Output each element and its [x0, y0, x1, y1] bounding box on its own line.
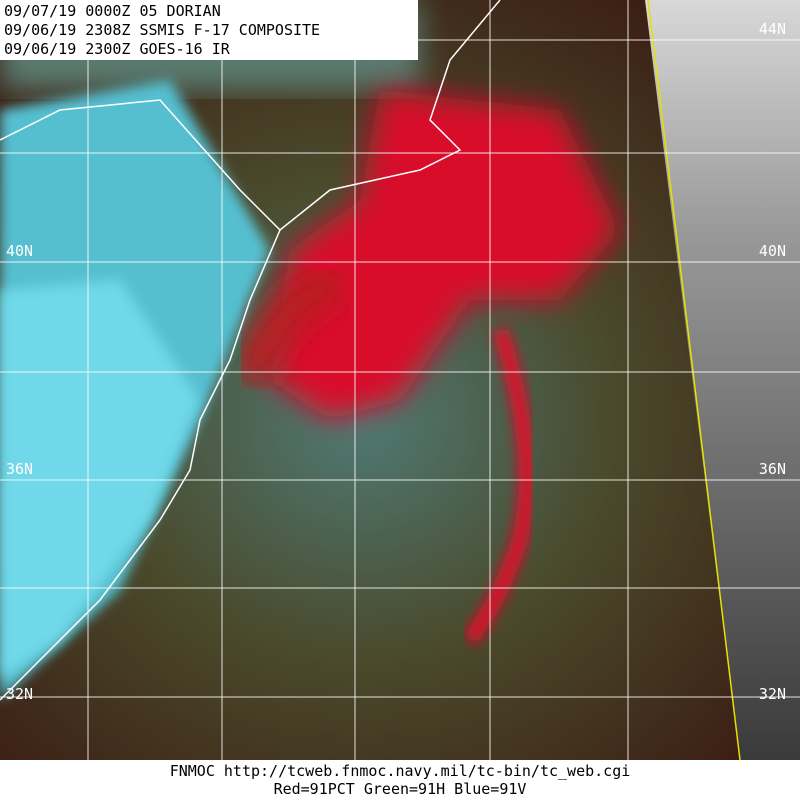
footer-line: FNMOC http://tcweb.fnmoc.navy.mil/tc-bin…: [170, 762, 631, 780]
header-box: [0, 0, 418, 60]
imagery: [0, 0, 800, 761]
header-line: 09/07/19 0000Z 05 DORIAN: [4, 2, 221, 20]
lat-label: 40N: [759, 242, 786, 260]
lat-label: 44N: [759, 20, 786, 38]
lat-lon-grid: [0, 0, 800, 760]
lat-label: 36N: [6, 460, 33, 478]
footer-box: [0, 760, 800, 800]
lat-label: 36N: [759, 460, 786, 478]
lat-label: 32N: [6, 685, 33, 703]
lat-label: 40N: [6, 242, 33, 260]
header-line: 09/06/19 2308Z SSMIS F-17 COMPOSITE: [4, 21, 320, 39]
header-line: 09/06/19 2300Z GOES-16 IR: [4, 40, 231, 58]
footer-line: Red=91PCT Green=91H Blue=91V: [274, 780, 527, 798]
lat-label: 32N: [759, 685, 786, 703]
